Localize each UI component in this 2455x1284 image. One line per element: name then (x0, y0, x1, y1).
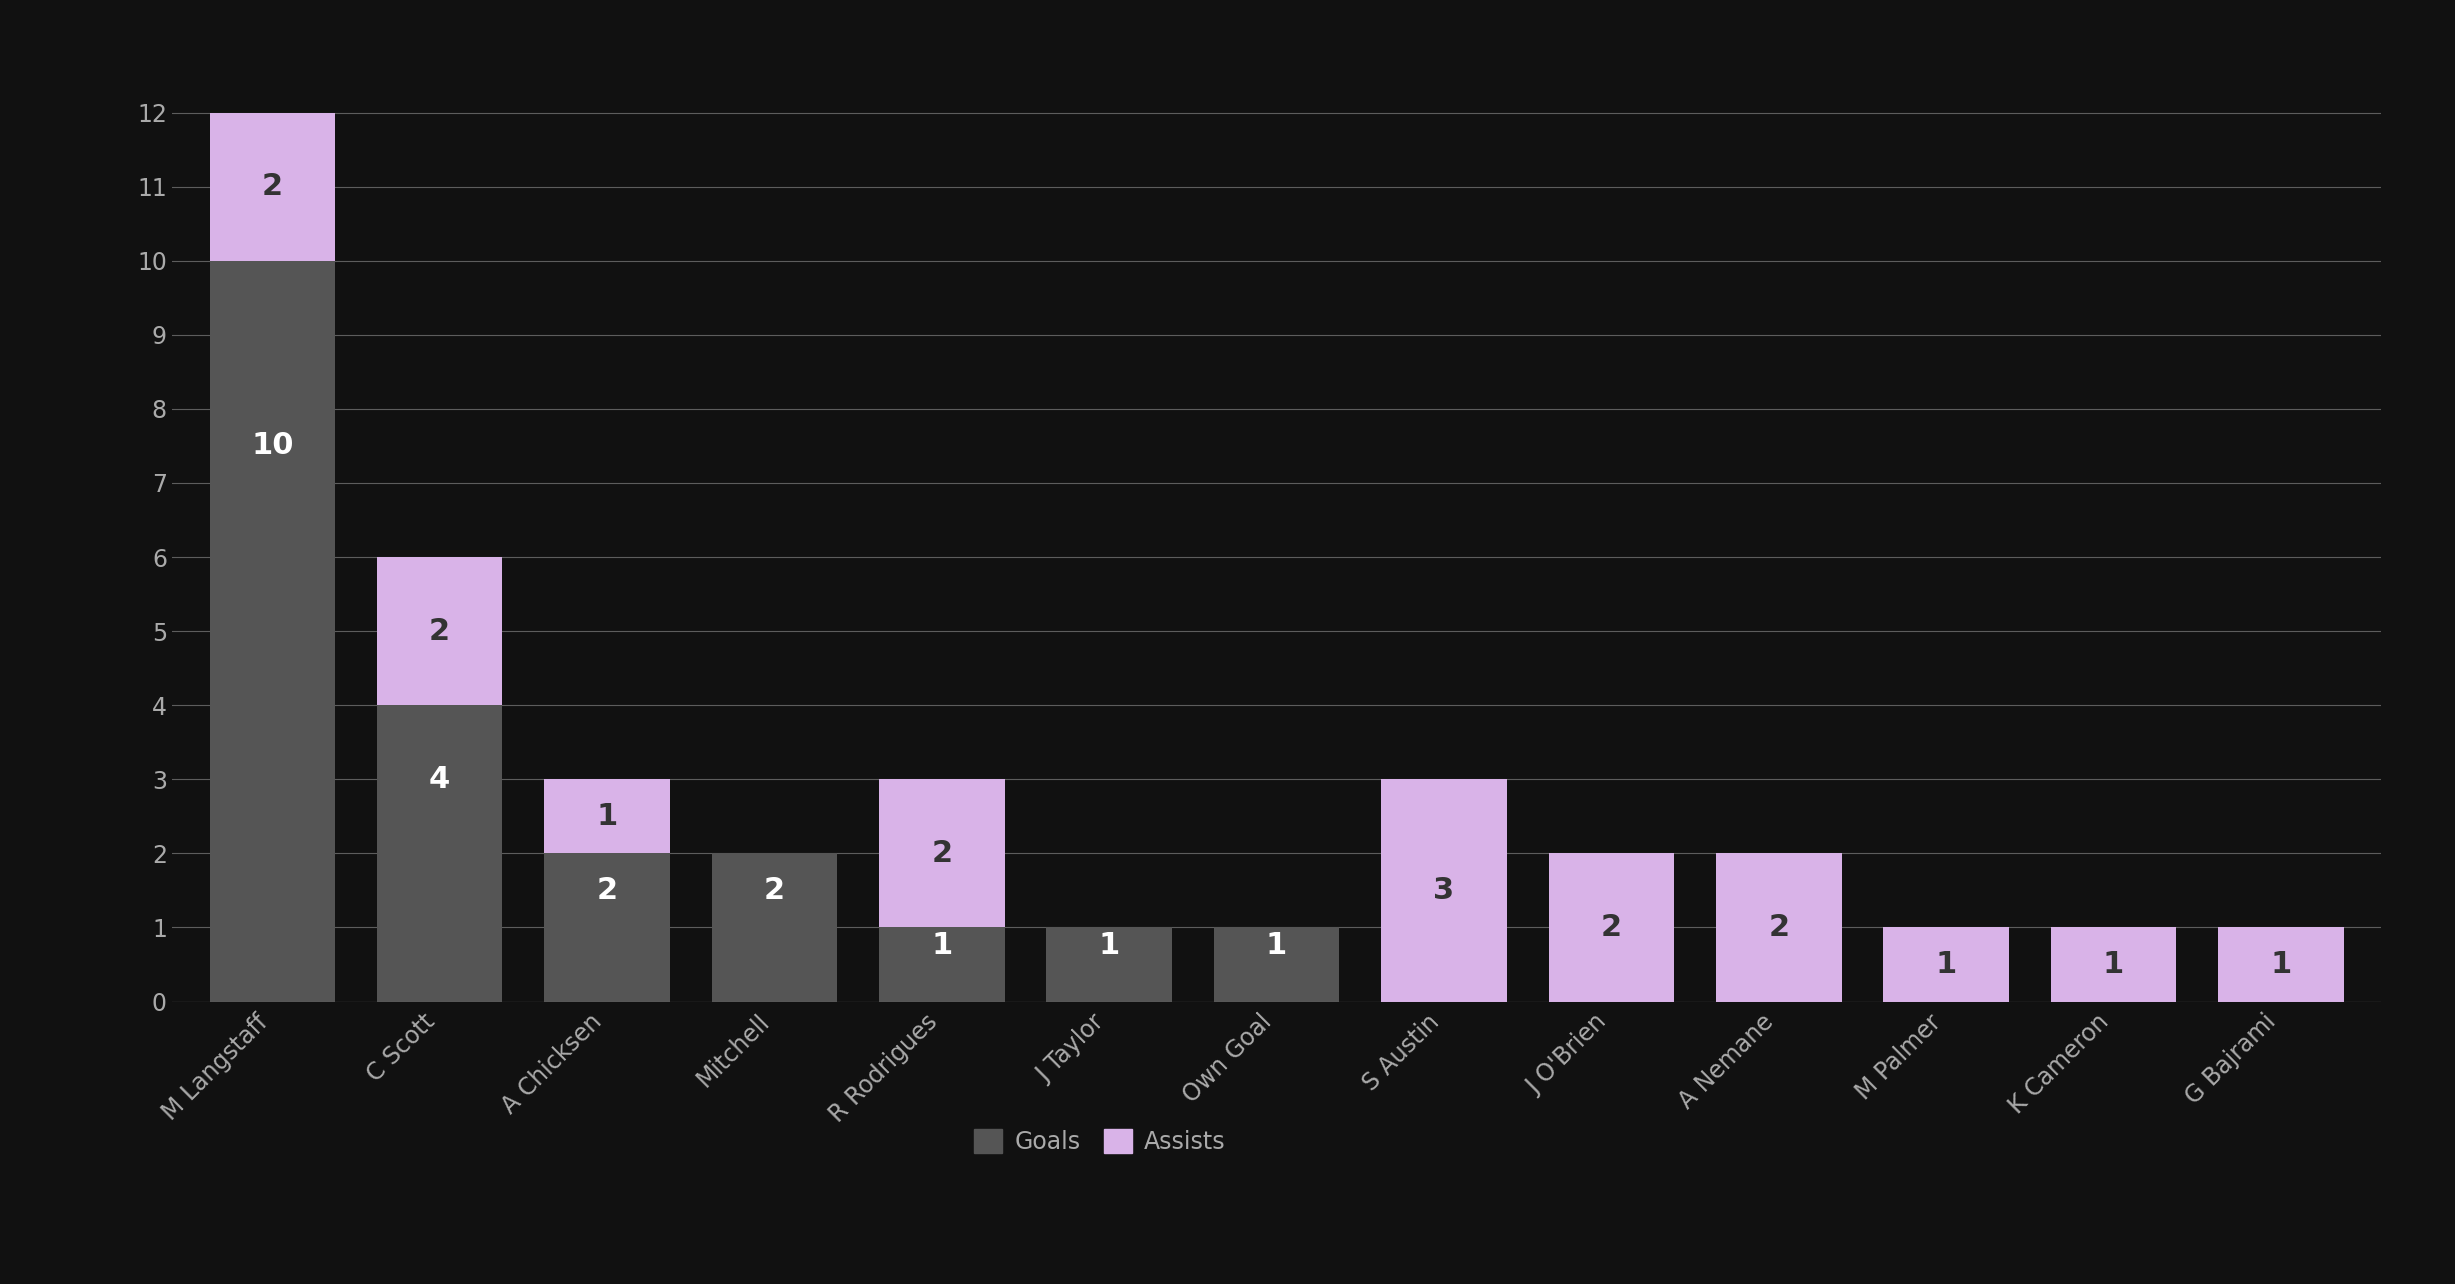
Legend: Goals, Assists: Goals, Assists (965, 1120, 1235, 1163)
Text: 1: 1 (2271, 950, 2291, 978)
Text: 2: 2 (930, 838, 953, 868)
Text: 1: 1 (1267, 931, 1286, 960)
Text: 1: 1 (930, 931, 953, 960)
Bar (879, 779, 1004, 927)
Bar (2050, 927, 2175, 1002)
Text: 2: 2 (430, 616, 449, 646)
Text: 1: 1 (597, 801, 619, 831)
Text: 3: 3 (1434, 876, 1453, 905)
Bar (209, 113, 334, 261)
Text: 10: 10 (250, 431, 295, 461)
Text: 1: 1 (2104, 950, 2124, 978)
Bar (1549, 854, 1674, 1002)
Bar (1213, 927, 1340, 1002)
Text: 2: 2 (597, 876, 619, 905)
Text: 1: 1 (1097, 931, 1119, 960)
Bar (545, 854, 670, 1002)
Bar (1046, 927, 1171, 1002)
Bar (879, 927, 1004, 1002)
Bar (1883, 927, 2008, 1002)
Text: 2: 2 (263, 172, 282, 202)
Bar (1716, 854, 1841, 1002)
Text: 2: 2 (764, 876, 786, 905)
Bar (209, 261, 334, 1002)
Text: 4: 4 (430, 765, 449, 794)
Text: 1: 1 (1935, 950, 1957, 978)
Bar (712, 854, 837, 1002)
Bar (378, 705, 503, 1002)
Bar (378, 557, 503, 705)
Text: 2: 2 (1768, 913, 1790, 942)
Text: 2: 2 (1601, 913, 1623, 942)
Bar (1382, 779, 1507, 1002)
Bar (2219, 927, 2345, 1002)
Bar (545, 779, 670, 854)
